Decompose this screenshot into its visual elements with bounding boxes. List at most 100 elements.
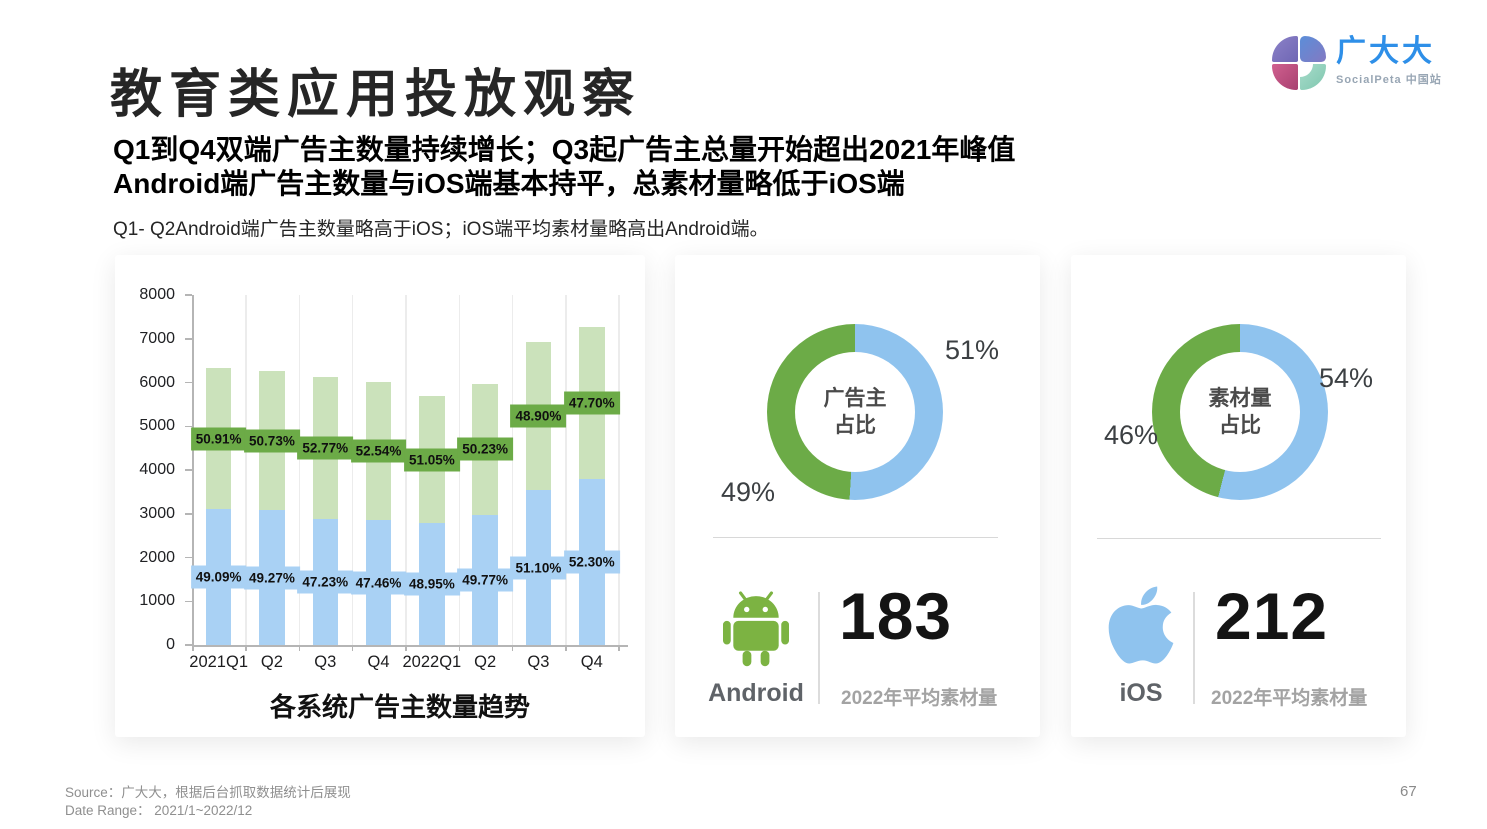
y-axis-label: 7000 <box>139 329 175 347</box>
x-axis-tick <box>245 646 247 651</box>
donut-center-label: 广告主 占比 <box>785 385 925 439</box>
y-axis-tick <box>185 294 192 296</box>
apple-icon <box>1108 586 1174 664</box>
plot-gridline <box>351 295 354 645</box>
y-axis-label: 2000 <box>139 548 175 566</box>
android-label: Android <box>708 679 804 707</box>
x-axis-label: Q4 <box>580 653 603 671</box>
bar-label-green: 47.70% <box>563 391 620 415</box>
x-axis-tick <box>298 646 301 651</box>
y-axis-label: 1000 <box>139 592 175 610</box>
x-axis-tick <box>405 646 407 651</box>
y-axis-tick <box>185 381 192 384</box>
logo-leaf-notch <box>1300 64 1313 77</box>
y-axis-line <box>192 295 194 645</box>
advertiser-share-blue-value: 51% <box>945 335 1000 365</box>
x-axis-tick <box>192 646 194 651</box>
plot-gridline <box>565 295 567 645</box>
material-share-green-value: 46% <box>1104 420 1159 450</box>
advertiser-share-donut <box>767 324 943 500</box>
plot-gridline <box>618 295 620 645</box>
logo-quadrant-teal <box>1300 64 1326 90</box>
material-share-blue-value: 54% <box>1319 363 1374 393</box>
logo-text: 广大大 SocialPeta 中国站 <box>1336 36 1442 87</box>
android-metric-value: 183 <box>839 579 953 653</box>
advertiser-trend-card: 0 1000 2000 3000 4000 5000 6000 7000 8000 50.91% 5… <box>115 255 645 737</box>
x-axis-tick <box>565 646 567 651</box>
x-axis-label: 2022Q1 <box>402 653 462 671</box>
ios-metric-caption: 2022年平均素材量 <box>1211 688 1368 709</box>
bar-label-green: 50.91% <box>190 427 247 451</box>
socialpeta-logo-icon <box>1272 36 1326 90</box>
x-axis-tick <box>458 646 460 651</box>
bar-label-blue: 52.30% <box>563 550 620 574</box>
subtitle-line-1: Q1到Q4双端广告主数量持续增长；Q3起广告主总量开始超出2021年峰值 <box>113 134 1016 165</box>
y-axis-label: 5000 <box>139 417 175 435</box>
bar-label-green: 48.90% <box>510 404 567 428</box>
logo-quadrant-purple <box>1272 36 1298 62</box>
donut-center-line1: 广告主 <box>823 387 887 410</box>
android-metric-caption: 2022年平均素材量 <box>841 688 998 709</box>
y-axis-tick <box>185 600 192 602</box>
bar-label-blue: 49.09% <box>190 565 247 589</box>
x-axis-tick <box>618 646 620 651</box>
donut-center-line2: 占比 <box>1219 414 1261 437</box>
x-axis-line <box>192 645 628 647</box>
bar-label-blue: 49.27% <box>244 566 300 590</box>
bar-label-green: 52.77% <box>297 436 354 460</box>
ios-label: iOS <box>1119 679 1163 707</box>
source-line: Source：广大大，根据后台抓取数据统计后展现 <box>65 785 351 800</box>
advertiser-share-green-value: 49% <box>721 477 776 507</box>
bar-label-green: 51.05% <box>403 448 460 472</box>
donut-center-label: 素材量 占比 <box>1170 385 1310 439</box>
y-axis-tick <box>185 644 192 646</box>
page-number: 67 <box>1400 783 1417 800</box>
plot-gridline <box>245 295 247 645</box>
metric-divider <box>818 592 820 704</box>
y-axis-tick <box>185 338 192 340</box>
x-axis-label: Q4 <box>367 653 390 671</box>
x-axis-label: Q3 <box>527 653 550 671</box>
advertiser-share-card: 广告主 占比 51% 49% Android 183 2022年平均素材量 <box>675 255 1040 737</box>
bar-label-blue: 51.10% <box>510 556 567 580</box>
brand-logo: 广大大 SocialPeta 中国站 <box>1272 36 1442 90</box>
bar-label-blue: 48.95% <box>403 572 460 596</box>
x-axis-tick <box>351 646 354 651</box>
bar-label-blue: 47.46% <box>350 571 407 595</box>
subtitle-line-2: Android端广告主数量与iOS端基本持平，总素材量略低于iOS端 <box>113 168 905 199</box>
bar-label-green: 50.23% <box>457 437 514 461</box>
page-title: 教育类应用投放观察 <box>110 66 642 124</box>
y-axis-tick <box>185 469 192 471</box>
y-axis-tick <box>185 513 192 515</box>
ios-metric-value: 212 <box>1215 579 1329 653</box>
bar-label-green: 50.73% <box>244 429 300 453</box>
bar-label-blue: 47.23% <box>297 570 354 594</box>
bar-label-green: 52.54% <box>350 439 407 463</box>
brand-name: 广大大 <box>1336 35 1435 68</box>
android-icon <box>723 591 789 667</box>
date-range-line: Date Range： 2021/1~2022/12 <box>65 803 253 818</box>
plot-gridline <box>511 295 514 645</box>
plot-gridline <box>298 295 301 645</box>
stacked-bar-chart: 0 1000 2000 3000 4000 5000 6000 7000 8000 50.91% 5… <box>115 255 645 737</box>
y-axis-label: 4000 <box>139 461 175 478</box>
card-divider <box>1097 538 1381 539</box>
bar-chart-title: 各系统广告主数量趋势 <box>269 692 530 722</box>
bar-label-blue: 49.77% <box>457 568 514 592</box>
footer-source: Source：广大大，根据后台抓取数据统计后展现 Date Range： 202… <box>65 784 351 820</box>
page-description: Q1- Q2Android端广告主数量略高于iOS；iOS端平均素材量略高出An… <box>113 219 769 240</box>
donut-center-line2: 占比 <box>834 414 876 437</box>
page-subtitle: Q1到Q4双端广告主数量持续增长；Q3起广告主总量开始超出2021年峰值 And… <box>113 133 1015 201</box>
y-axis-tick <box>185 556 192 559</box>
y-axis-label: 3000 <box>139 504 175 522</box>
x-axis-label: Q2 <box>260 653 283 671</box>
logo-quadrant-blue <box>1300 36 1326 62</box>
material-share-donut <box>1152 324 1328 500</box>
x-axis-label: Q3 <box>314 653 337 671</box>
y-axis-label: 6000 <box>139 373 175 391</box>
logo-quadrant-magenta <box>1272 64 1298 90</box>
x-axis-label: 2021Q1 <box>189 653 248 671</box>
donut-center-line1: 素材量 <box>1208 387 1272 410</box>
y-axis-label: 8000 <box>139 286 175 303</box>
